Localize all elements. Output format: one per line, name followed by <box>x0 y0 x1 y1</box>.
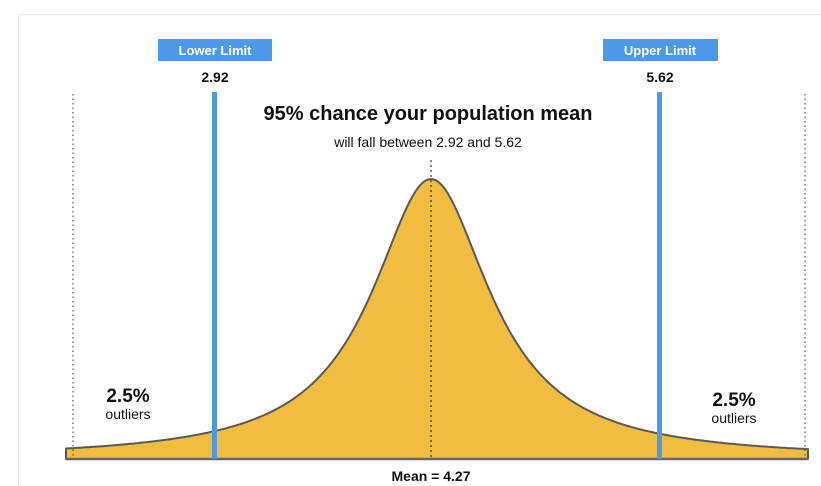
bell-curve <box>65 178 809 460</box>
frame-left-border <box>18 14 19 486</box>
headline: 95% chance your population mean <box>264 103 593 125</box>
left-tail-word: outliers <box>105 406 150 422</box>
subline: will fall between 2.92 and 5.62 <box>333 134 522 150</box>
right-tail-percent: 2.5% <box>712 390 755 411</box>
lower-limit-badge <box>158 39 272 61</box>
upper-limit-line <box>657 92 662 459</box>
right-tail-word: outliers <box>711 410 756 426</box>
left-tail-percent: 2.5% <box>106 386 149 407</box>
upper-limit-badge <box>603 39 718 61</box>
lower-limit-label: Lower Limit <box>179 43 253 58</box>
lower-limit-line <box>212 92 217 459</box>
upper-limit-value: 5.62 <box>646 69 673 85</box>
upper-limit-label: Upper Limit <box>624 43 697 58</box>
frame-top-border <box>18 14 821 15</box>
mean-label: Mean = 4.27 <box>392 468 471 484</box>
lower-limit-value: 2.92 <box>201 69 228 85</box>
